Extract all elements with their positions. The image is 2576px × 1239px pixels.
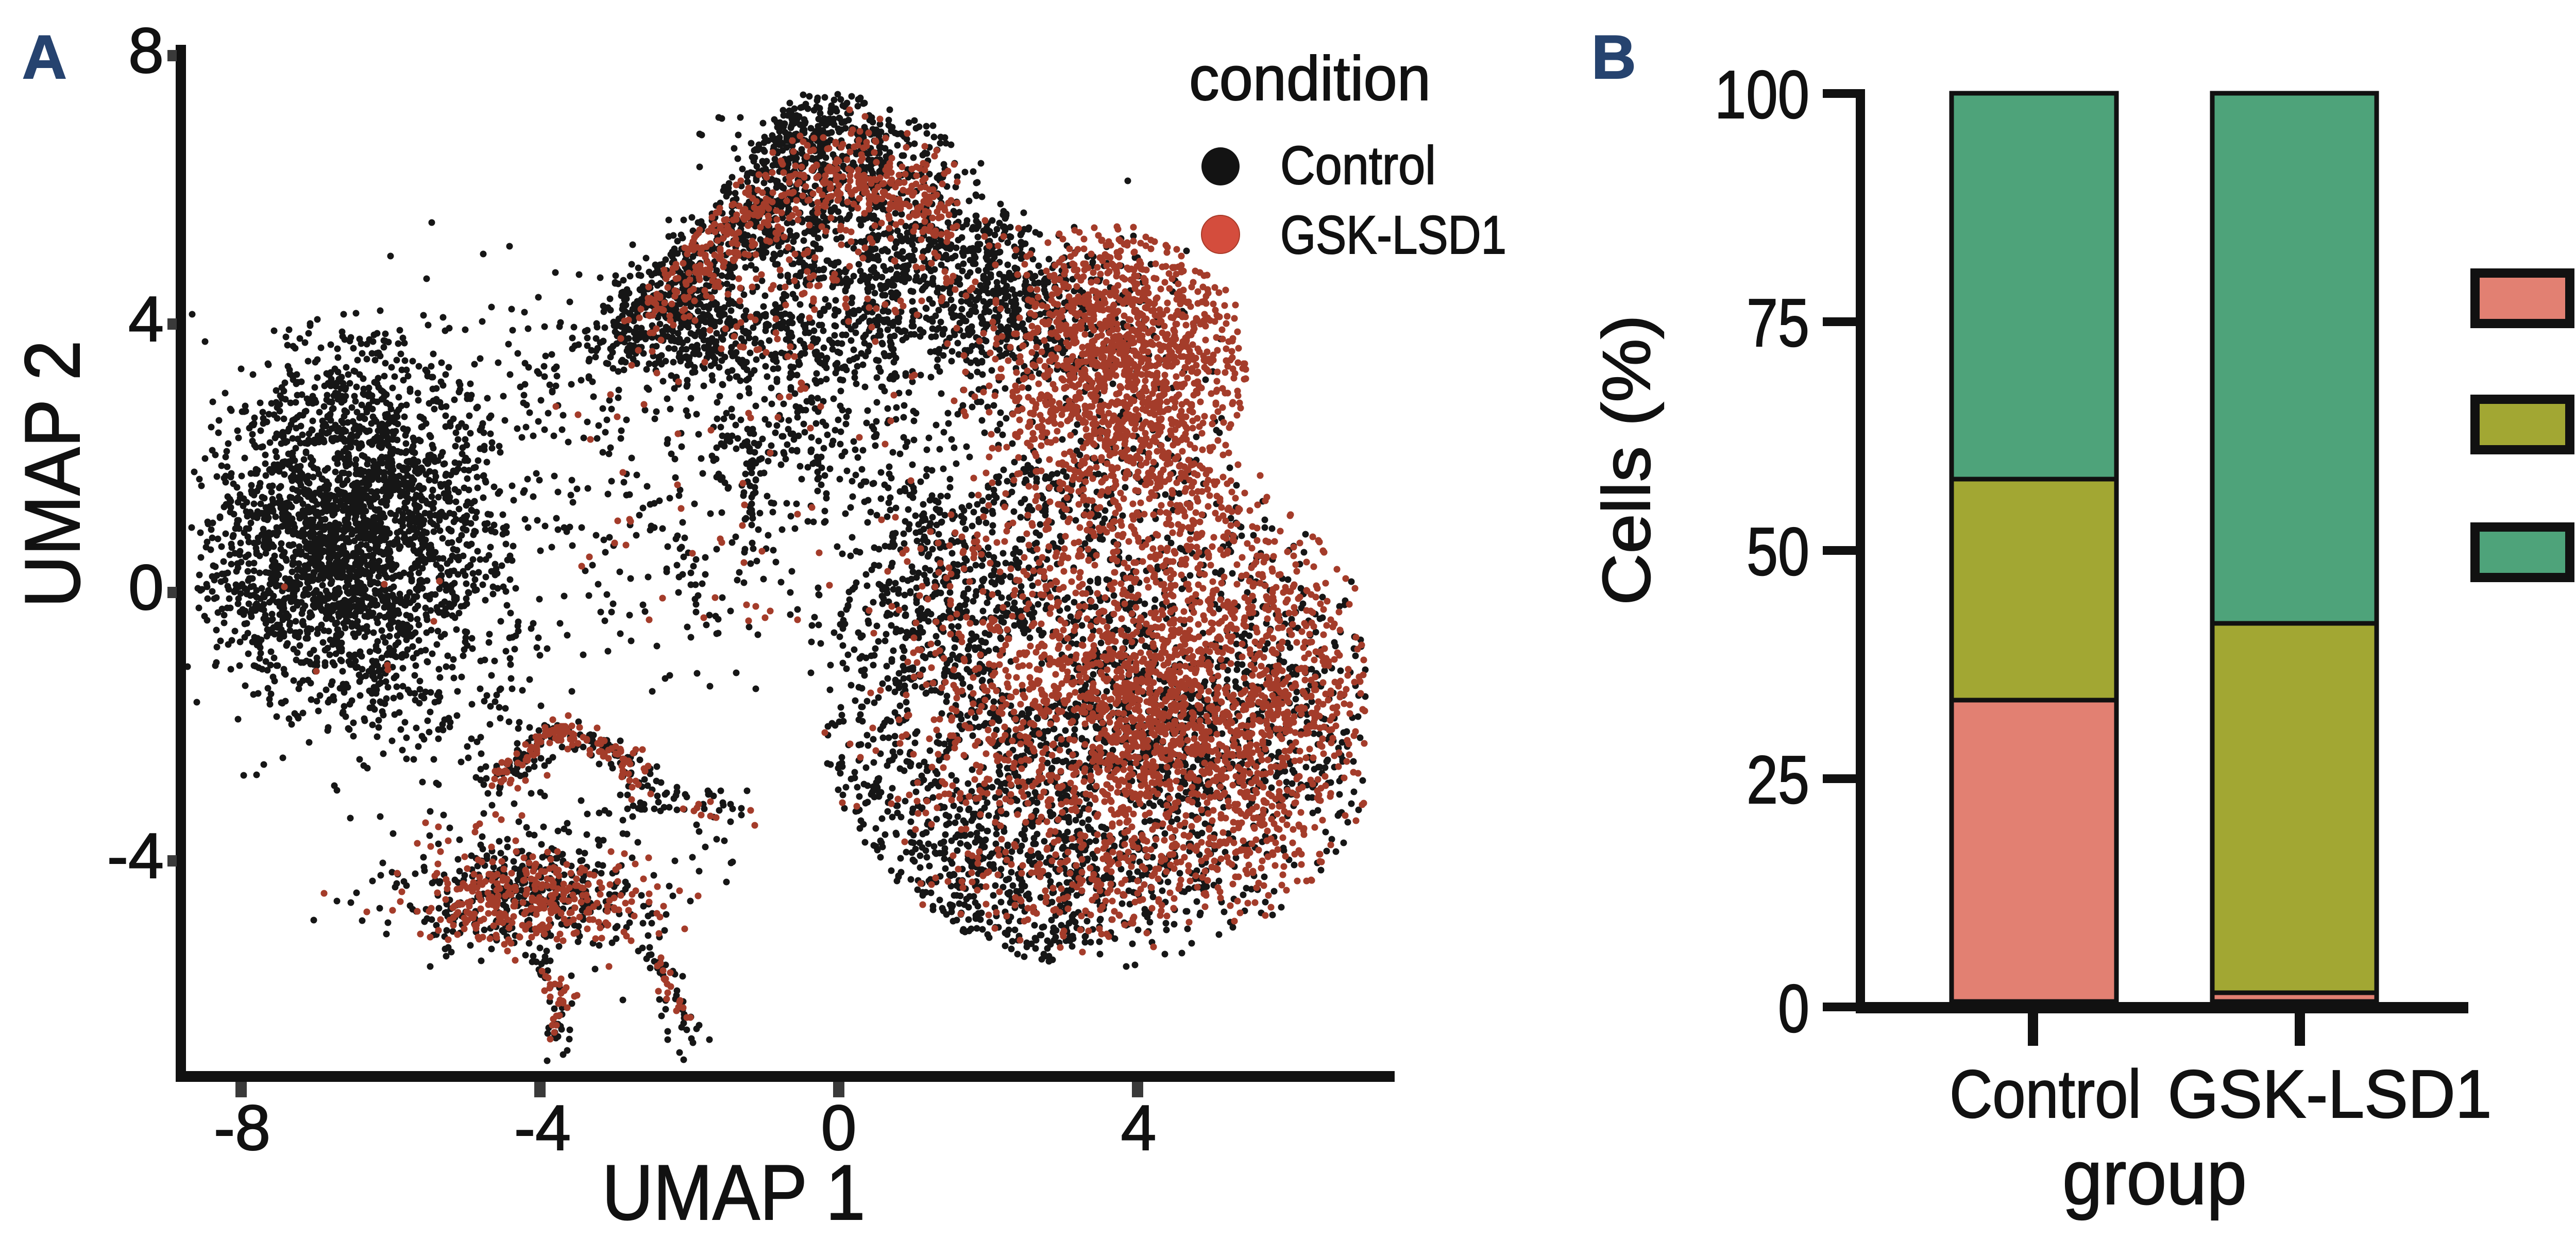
svg-text:4: 4: [128, 284, 164, 355]
svg-text:Control: Control: [1950, 1056, 2141, 1132]
svg-text:UMAP 2: UMAP 2: [9, 341, 96, 608]
svg-text:Cells (%): Cells (%): [1588, 315, 1664, 605]
svg-text:8: 8: [128, 15, 164, 87]
svg-text:UMAP 1: UMAP 1: [602, 1149, 866, 1236]
svg-text:0: 0: [128, 552, 164, 623]
svg-text:group: group: [2062, 1134, 2247, 1220]
svg-text:-4: -4: [107, 821, 164, 892]
svg-text:0: 0: [821, 1093, 857, 1164]
svg-text:100: 100: [1715, 57, 1809, 132]
svg-text:25: 25: [1747, 742, 1809, 818]
svg-text:-4: -4: [514, 1093, 571, 1164]
svg-text:75: 75: [1747, 285, 1809, 361]
svg-text:condition: condition: [1189, 43, 1431, 113]
svg-text:Control: Control: [1280, 135, 1436, 196]
svg-text:GSK-LSD1: GSK-LSD1: [1280, 205, 1506, 265]
svg-text:0: 0: [1778, 971, 1809, 1046]
svg-text:50: 50: [1747, 514, 1809, 589]
svg-text:B: B: [1591, 23, 1636, 92]
svg-text:-8: -8: [214, 1093, 270, 1164]
svg-text:A: A: [22, 23, 67, 92]
svg-text:4: 4: [1121, 1093, 1157, 1164]
svg-text:GSK-LSD1: GSK-LSD1: [2168, 1056, 2492, 1132]
